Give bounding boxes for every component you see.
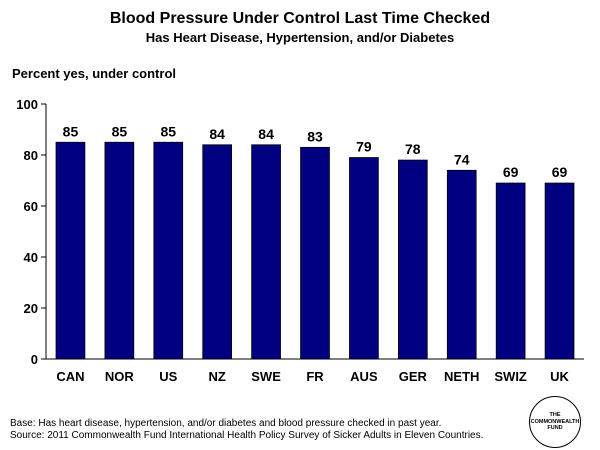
bar bbox=[544, 182, 575, 360]
x-tick-label: UK bbox=[550, 369, 569, 384]
x-tick-label: AUS bbox=[350, 369, 378, 384]
x-tick-label: US bbox=[159, 369, 177, 384]
x-tick-label: NETH bbox=[444, 369, 479, 384]
bar bbox=[202, 144, 233, 360]
data-label: 69 bbox=[503, 164, 519, 180]
x-tick-label: SWIZ bbox=[494, 369, 527, 384]
y-tick-label: 20 bbox=[24, 301, 38, 316]
bar bbox=[349, 157, 379, 360]
x-tick-label: FR bbox=[306, 369, 324, 384]
bar bbox=[153, 141, 184, 360]
data-label: 84 bbox=[258, 126, 274, 142]
y-tick-label: 0 bbox=[31, 352, 38, 367]
footnote-base: Base: Has heart disease, hypertension, a… bbox=[10, 418, 442, 429]
data-label: 78 bbox=[405, 141, 421, 157]
x-tick-label: NOR bbox=[105, 369, 135, 384]
bar bbox=[446, 169, 477, 360]
x-tick-label: GER bbox=[399, 369, 428, 384]
x-tick-label: CAN bbox=[56, 369, 84, 384]
data-label: 85 bbox=[63, 123, 79, 139]
y-tick-label: 60 bbox=[24, 199, 38, 214]
bar bbox=[104, 141, 135, 360]
chart-subtitle: Has Heart Disease, Hypertension, and/or … bbox=[145, 30, 455, 45]
footnote-source: Source: 2011 Commonwealth Fund Internati… bbox=[10, 430, 484, 441]
y-tick-label: 40 bbox=[24, 250, 38, 265]
bar bbox=[397, 159, 428, 360]
data-label: 85 bbox=[160, 123, 176, 139]
chart-title: Blood Pressure Under Control Last Time C… bbox=[109, 10, 491, 27]
bar bbox=[251, 144, 281, 360]
data-label: 85 bbox=[112, 123, 128, 139]
y-tick-label: 80 bbox=[24, 148, 38, 163]
y-tick-label: 100 bbox=[16, 97, 38, 112]
data-label: 83 bbox=[307, 128, 323, 144]
data-label: 74 bbox=[454, 151, 470, 167]
bar bbox=[495, 182, 526, 360]
bar bbox=[55, 141, 86, 360]
plot-area: 0 20 40 60 80 100 85 CAN 85 NOR 85 US 84 NZ 84 SWE 83 FR 7… bbox=[16, 97, 584, 384]
commonwealth-fund-logo: THE COMMONWEALTH FUND bbox=[529, 396, 581, 448]
logo-text: THE COMMONWEALTH FUND bbox=[530, 412, 580, 432]
bar bbox=[300, 146, 330, 360]
data-label: 84 bbox=[209, 126, 225, 142]
data-label: 79 bbox=[356, 139, 372, 155]
x-tick-label: SWE bbox=[251, 369, 281, 384]
data-label: 69 bbox=[552, 164, 568, 180]
y-axis-label: Percent yes, under control bbox=[12, 66, 176, 81]
x-tick-label: NZ bbox=[209, 369, 226, 384]
